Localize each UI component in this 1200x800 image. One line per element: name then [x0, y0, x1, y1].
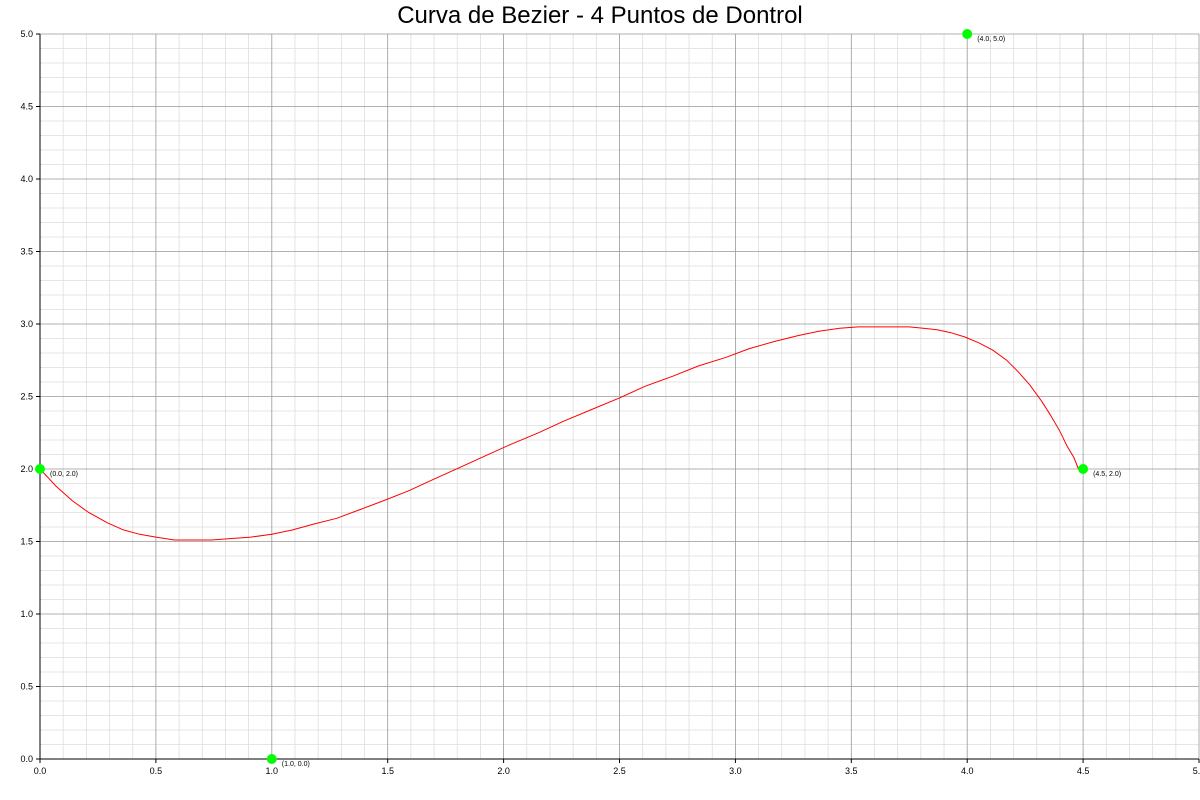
y-tick-label: 1.0 — [20, 609, 33, 619]
x-tick-label: 1.5 — [381, 766, 394, 776]
bezier-curve — [39, 326, 1079, 541]
x-tick-labels: 0.0 0.5 1.0 1.5 2.0 2.5 3.0 3.5 4.0 4.5 5.0 — [34, 766, 1200, 776]
y-tick-labels: 0.0 0.5 1.0 1.5 2.0 2.5 3.0 3.5 4.0 4.5 5.0 — [20, 29, 33, 764]
control-point-3 — [962, 29, 973, 39]
y-tick-label: 5.0 — [20, 29, 33, 39]
x-tick-label: 4.0 — [961, 766, 974, 776]
x-tick-label: 0.5 — [150, 766, 163, 776]
x-tick-label: 5.0 — [1193, 766, 1200, 776]
y-tick-label: 4.0 — [20, 174, 33, 184]
control-point-label-2: (1.0, 0.0) — [282, 761, 310, 768]
y-tick-label: 0.0 — [20, 754, 33, 764]
control-point-label-3: (4.0, 5.0) — [977, 36, 1005, 43]
x-tick-label: 2.5 — [613, 766, 626, 776]
control-points-layer: (0.0, 2.0) (1.0, 0.0) (4.0, 5.0) (4.5, 2.0) — [35, 29, 1121, 768]
x-tick-label: 4.5 — [1077, 766, 1090, 776]
grid-major — [39, 33, 1200, 760]
curve-layer — [39, 326, 1079, 541]
x-tick-label: 0.0 — [34, 766, 47, 776]
y-tick-label: 3.0 — [20, 319, 33, 329]
y-tick-label: 4.5 — [20, 102, 33, 112]
x-tick-label: 2.0 — [497, 766, 510, 776]
control-point-label-1: (0.0, 2.0) — [50, 471, 78, 478]
x-tick-label: 3.0 — [729, 766, 742, 776]
y-tick-label: 3.5 — [20, 247, 33, 257]
control-point-1 — [35, 464, 45, 474]
control-point-label-4: (4.5, 2.0) — [1093, 471, 1121, 478]
y-tick-label: 0.5 — [20, 682, 33, 692]
y-tick-label: 2.5 — [20, 392, 33, 402]
control-point-4 — [1078, 464, 1089, 474]
y-tick-label: 1.5 — [20, 537, 33, 547]
chart-title: Curva de Bezier - 4 Puntos de Dontrol — [397, 2, 803, 29]
axes — [36, 33, 1200, 763]
control-point-2 — [266, 754, 277, 764]
y-tick-label: 2.0 — [20, 464, 33, 474]
x-tick-label: 1.0 — [266, 766, 279, 776]
x-tick-label: 3.5 — [845, 766, 858, 776]
